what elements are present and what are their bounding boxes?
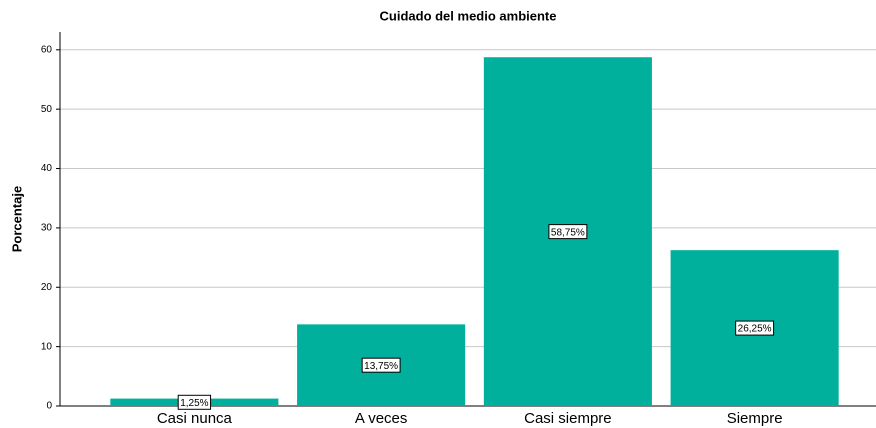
y-tick-label: 0 [46,401,52,412]
y-tick-label: 10 [41,341,53,352]
value-label-box [361,357,401,373]
x-tick-label: Siempre [727,410,783,427]
value-label-box [548,224,588,240]
y-tick-label: 50 [41,104,53,115]
y-tick-label: 40 [41,163,53,174]
value-label-box [177,394,212,410]
value-label: 58,75% [551,227,585,238]
value-label: 13,75% [364,361,398,372]
x-tick-label: A veces [355,410,408,427]
y-tick-label: 60 [41,44,53,55]
y-tick-label: 30 [41,223,53,234]
y-tick-label: 20 [41,282,53,293]
x-tick-label: Casi nunca [157,410,233,427]
value-label: 26,25% [738,324,772,335]
x-tick-label: Casi siempre [524,410,612,427]
value-label: 1,25% [180,398,208,409]
y-axis-label: Porcentaje [9,186,24,252]
chart-title: Cuidado del medio ambiente [380,8,557,23]
value-label-box [735,320,775,336]
